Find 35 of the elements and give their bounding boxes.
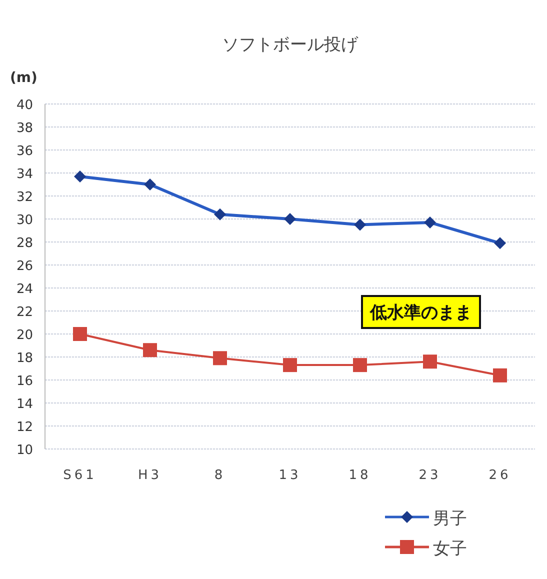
y-tick-label: 36 xyxy=(16,144,33,159)
x-tick-label: S61 xyxy=(63,468,97,483)
y-tick-label: 30 xyxy=(16,213,33,228)
point xyxy=(73,327,87,341)
y-tick-label: 22 xyxy=(16,305,33,320)
y-axis-title: (m) xyxy=(10,70,38,86)
y-tick-label: 20 xyxy=(16,328,33,343)
y-tick-label: 10 xyxy=(16,443,33,458)
x-tick-label: 18 xyxy=(348,468,372,483)
point xyxy=(213,351,227,366)
y-tick-label: 38 xyxy=(16,121,33,136)
point xyxy=(283,358,297,372)
y-tick-label: 18 xyxy=(16,351,33,366)
y-tick-label: 34 xyxy=(16,167,33,182)
x-tick-label: 23 xyxy=(418,468,442,483)
point xyxy=(493,368,507,382)
annotation: 低水準のまま xyxy=(369,303,472,323)
point xyxy=(353,358,367,372)
point xyxy=(423,354,437,369)
chart-title: ソフトボール投げ xyxy=(222,35,359,55)
x-tick-label: 13 xyxy=(278,468,302,483)
y-tick-label: 24 xyxy=(16,282,33,297)
y-tick-label: 16 xyxy=(16,374,33,389)
legend-label: 女子 xyxy=(433,539,467,559)
y-tick-label: 40 xyxy=(16,98,33,113)
legend-label: 男子 xyxy=(433,509,467,529)
y-tick-label: 32 xyxy=(16,190,33,205)
x-tick-label: H3 xyxy=(138,468,162,483)
x-tick-label: 8 xyxy=(214,468,226,483)
y-tick-label: 26 xyxy=(16,259,33,274)
y-tick-label: 14 xyxy=(16,397,33,412)
y-tick-label: 12 xyxy=(16,420,33,435)
y-tick-label: 28 xyxy=(16,236,33,251)
point xyxy=(143,343,157,358)
x-tick-label: 26 xyxy=(488,468,512,483)
